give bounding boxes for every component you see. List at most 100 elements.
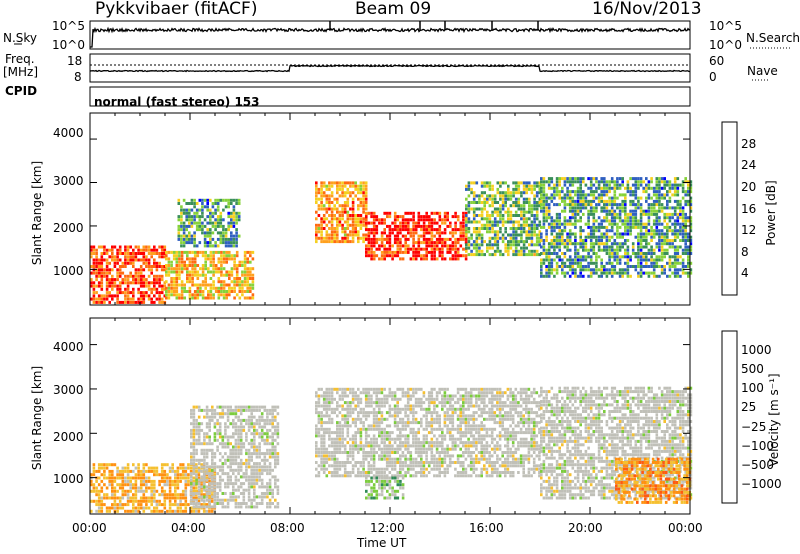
- data-cell: [206, 228, 209, 232]
- data-cell: [167, 270, 171, 274]
- data-cell: [608, 222, 611, 226]
- data-cell: [582, 255, 585, 259]
- data-cell: [603, 242, 606, 246]
- data-cell: [124, 245, 127, 249]
- data-cell: [454, 221, 457, 225]
- data-cell: [666, 206, 669, 210]
- data-cell: [547, 206, 551, 210]
- data-cell: [652, 212, 656, 216]
- data-cell: [234, 462, 238, 466]
- data-cell: [139, 473, 143, 477]
- data-cell: [681, 239, 685, 242]
- data-cell: [249, 254, 252, 258]
- data-cell: [322, 194, 326, 198]
- data-cell: [105, 248, 109, 252]
- data-cell: [660, 196, 664, 200]
- data-cell: [235, 198, 238, 202]
- data-cell: [545, 252, 548, 255]
- data-cell: [574, 180, 577, 184]
- data-cell: [234, 495, 238, 499]
- data-cell: [566, 219, 569, 223]
- data-cell: [187, 479, 190, 483]
- data-cell: [100, 281, 104, 285]
- data-cell: [545, 219, 548, 223]
- data-cell: [209, 228, 212, 232]
- data-cell: [92, 291, 96, 295]
- data-cell: [230, 237, 233, 241]
- data-cell: [147, 287, 151, 291]
- data-cell: [92, 473, 96, 477]
- data-cell: [414, 254, 418, 258]
- data-cell: [230, 254, 234, 258]
- data-cell: [245, 478, 248, 482]
- data-cell: [147, 284, 151, 288]
- data-cell: [579, 255, 582, 259]
- data-cell: [354, 233, 357, 237]
- data-cell: [182, 241, 186, 245]
- data-cell: [218, 465, 222, 469]
- data-cell: [533, 187, 536, 191]
- data-cell: [241, 270, 244, 274]
- data-cell: [605, 225, 609, 229]
- data-cell: [655, 242, 659, 246]
- data-cell: [404, 228, 407, 232]
- data-cell: [204, 260, 207, 264]
- data-cell: [336, 220, 339, 224]
- data-cell: [655, 183, 659, 187]
- data-cell: [579, 225, 582, 229]
- data-cell: [600, 186, 603, 190]
- colorbar-tick-label: 4: [741, 266, 749, 281]
- data-cell: [639, 245, 643, 249]
- data-cell: [232, 448, 235, 452]
- data-cell: [589, 239, 593, 242]
- data-cell: [563, 216, 567, 220]
- data-cell: [203, 462, 206, 466]
- data-cell: [195, 438, 198, 442]
- data-cell: [626, 229, 630, 233]
- data-cell: [260, 458, 264, 462]
- data-cell: [222, 290, 226, 293]
- data-cell: [325, 236, 329, 240]
- data-cell: [253, 485, 256, 489]
- data-cell: [566, 186, 569, 190]
- data-cell: [229, 412, 232, 416]
- data-cell: [631, 209, 635, 213]
- data-cell: [553, 196, 556, 200]
- data-cell: [258, 448, 261, 452]
- data-cell: [203, 465, 206, 469]
- data-cell: [375, 224, 379, 228]
- data-cell: [422, 257, 426, 261]
- data-cell: [349, 454, 352, 458]
- data-cell: [180, 280, 184, 284]
- data-cell: [341, 181, 344, 185]
- data-cell: [180, 260, 184, 264]
- data-cell: [388, 244, 392, 248]
- data-cell: [205, 485, 209, 489]
- data-cell: [550, 186, 554, 190]
- data-cell: [568, 274, 572, 278]
- data-cell: [226, 435, 230, 439]
- data-cell: [645, 183, 648, 187]
- data-cell: [139, 258, 143, 262]
- data-cell: [574, 225, 577, 229]
- data-cell: [563, 225, 567, 229]
- data-cell: [650, 186, 653, 190]
- data-cell: [198, 218, 202, 222]
- data-cell: [462, 237, 465, 241]
- data-cell: [663, 268, 666, 272]
- data-cell: [97, 274, 101, 278]
- data-cell: [174, 499, 177, 503]
- data-cell: [592, 261, 596, 265]
- data-cell: [208, 438, 211, 442]
- data-cell: [147, 248, 151, 252]
- data-cell: [246, 250, 249, 254]
- data-cell: [230, 218, 233, 222]
- data-cell: [681, 212, 685, 216]
- data-cell: [626, 252, 630, 255]
- data-cell: [171, 466, 174, 470]
- data-cell: [160, 503, 164, 507]
- data-cell: [253, 472, 256, 476]
- data-cell: [170, 293, 173, 297]
- data-cell: [367, 211, 371, 215]
- data-cell: [216, 224, 220, 228]
